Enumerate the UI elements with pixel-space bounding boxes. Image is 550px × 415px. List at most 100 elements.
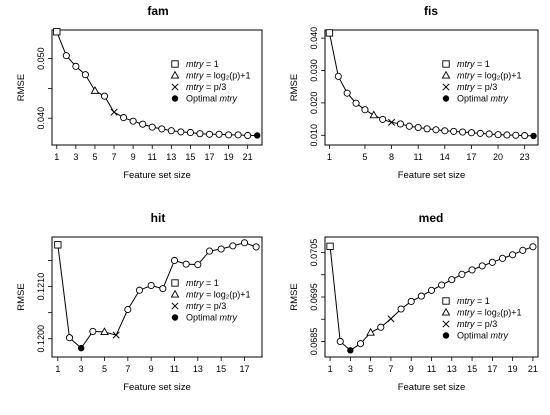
data-point	[65, 334, 74, 342]
data-point	[229, 242, 237, 250]
x-tick-label: 21	[243, 152, 253, 162]
y-tick-label: 0.0685	[309, 328, 319, 356]
data-point	[397, 305, 405, 313]
data-point	[334, 72, 342, 80]
y-tick-label: 0.1210	[36, 273, 46, 301]
x-tick-label: 1	[55, 364, 60, 374]
plot-frame	[51, 236, 263, 358]
data-point	[450, 127, 458, 135]
data-point	[407, 297, 415, 305]
data-point	[182, 260, 190, 268]
legend-square-symbol	[171, 279, 179, 287]
legend-triangle-symbol	[170, 289, 180, 298]
x-tick-label: 23	[520, 152, 530, 162]
legend-dot-symbol	[171, 314, 179, 321]
x-tick-label: 1	[328, 364, 333, 374]
data-point	[432, 126, 440, 134]
x-tick-label: 5	[92, 152, 97, 162]
x-tick-label: 19	[508, 364, 518, 374]
x-axis-label: Feature set size	[123, 170, 191, 181]
x-tick-label: 5	[368, 364, 373, 374]
legend-label: mtry = 1	[186, 59, 219, 69]
data-point	[417, 292, 425, 300]
data-point	[509, 251, 517, 259]
legend-triangle-symbol	[170, 70, 180, 79]
y-tick-label: 0.040	[309, 27, 319, 50]
data-point	[215, 130, 223, 138]
mtry-p3-point	[112, 331, 120, 339]
data-point	[196, 130, 204, 138]
x-tick-label: 17	[204, 152, 214, 162]
mtry-p3-point	[388, 118, 396, 126]
x-tick-label: 15	[216, 364, 226, 374]
legend-label: Optimal mtry	[186, 313, 238, 323]
x-tick-label: 8	[389, 152, 394, 162]
data-point	[377, 323, 385, 331]
data-point	[494, 131, 502, 139]
optimal-mtry-point	[254, 132, 261, 139]
x-tick-label: 13	[447, 364, 457, 374]
y-tick-label: 0.030	[309, 59, 319, 82]
x-tick-label: 3	[79, 364, 84, 374]
legend-label: mtry = 1	[186, 278, 219, 288]
data-point	[427, 286, 436, 294]
data-point	[139, 120, 147, 128]
data-point	[186, 128, 194, 137]
data-point	[498, 254, 507, 262]
x-tick-label: 9	[409, 364, 414, 374]
panel-title: fis	[424, 4, 438, 18]
data-point	[147, 281, 155, 290]
x-tick-label: 15	[185, 152, 195, 162]
legend-triangle-symbol	[441, 307, 451, 316]
x-tick-label: 5	[102, 364, 107, 374]
panel-title: med	[419, 211, 444, 225]
y-tick-label: 0.050	[36, 47, 46, 70]
data-point	[148, 123, 156, 131]
legend-square-symbol	[171, 60, 179, 68]
x-tick-label: 1	[54, 152, 59, 162]
data-point	[167, 127, 175, 135]
data-point	[519, 246, 527, 254]
data-point	[458, 270, 466, 278]
x-axis-label: Feature set size	[123, 382, 191, 393]
data-point	[405, 122, 413, 130]
plot-frame	[324, 29, 539, 146]
legend-label: Optimal mtry	[457, 94, 509, 104]
y-tick-label: 0.1200	[36, 325, 46, 353]
legend-label: mtry = p/3	[186, 82, 226, 92]
data-point	[379, 115, 387, 123]
mtry-1-point	[326, 242, 334, 250]
data-point	[159, 285, 167, 293]
y-tick-label: 0.020	[309, 92, 319, 115]
x-tick-label: 7	[125, 364, 130, 374]
x-tick-label: 11	[414, 152, 423, 162]
x-tick-label: 21	[528, 364, 538, 374]
x-axis-label: Feature set size	[398, 170, 466, 181]
legend-cross-symbol	[442, 320, 450, 328]
series-line	[328, 32, 534, 137]
legend-cross-symbol	[171, 83, 179, 91]
data-point	[177, 128, 185, 136]
data-point	[448, 276, 456, 284]
legend-dot-symbol	[442, 95, 450, 102]
data-point	[205, 247, 214, 255]
y-axis-label: RMSE	[16, 283, 27, 310]
legend-label: mtry = log₂(p)+1	[186, 71, 251, 81]
legend-label: mtry = log₂(p)+1	[186, 290, 251, 300]
data-point	[170, 256, 179, 265]
x-tick-label: 17	[466, 152, 476, 162]
data-point	[503, 131, 511, 139]
data-point	[468, 266, 476, 274]
x-tick-label: 1	[327, 152, 332, 162]
mtry-log2-point	[369, 110, 379, 119]
x-tick-label: 17	[239, 364, 249, 374]
data-point	[521, 132, 529, 140]
series-line	[56, 31, 258, 136]
data-point	[343, 89, 351, 97]
legend-label: mtry = p/3	[457, 82, 497, 92]
x-tick-label: 13	[166, 152, 176, 162]
